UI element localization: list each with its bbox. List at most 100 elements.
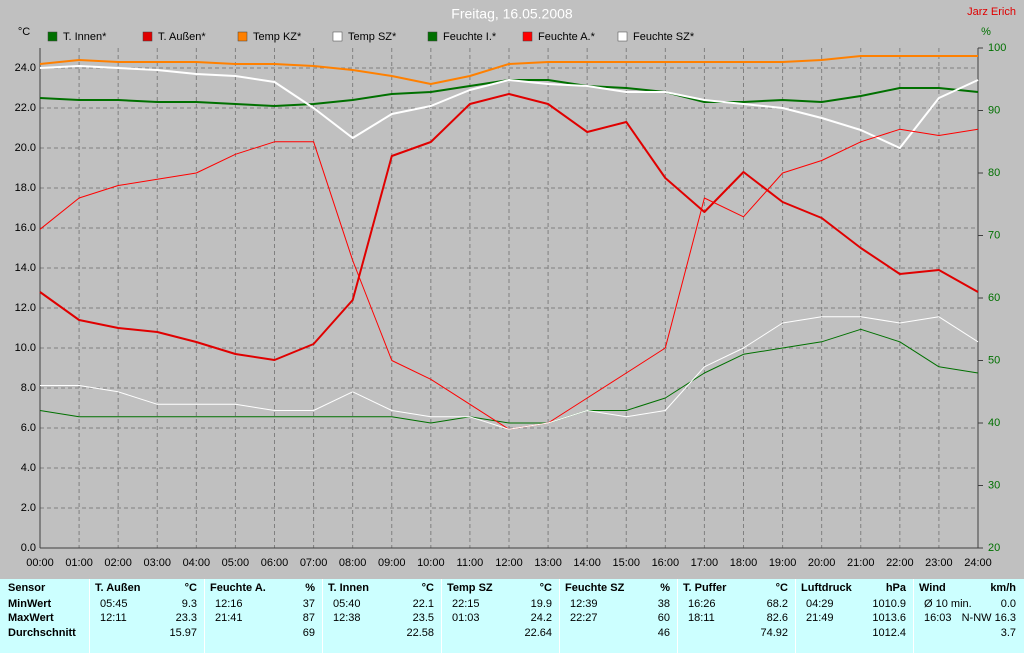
min-value: 9.3: [181, 598, 197, 610]
legend-swatch: [142, 31, 153, 42]
avg-value: 22.58: [406, 627, 434, 639]
column-separator: [441, 579, 442, 653]
legend-swatch: [617, 31, 628, 42]
group-name: Temp SZ: [447, 582, 493, 594]
author: Jarz Erich: [967, 6, 1016, 18]
group-name: Luftdruck: [801, 582, 852, 594]
row-label: Durchschnitt: [8, 627, 76, 639]
group-unit: °C: [421, 582, 434, 594]
avg-value: 46: [657, 627, 670, 639]
y-tick-label: 6.0: [21, 422, 36, 434]
min-time: 05:40: [333, 598, 361, 610]
group-name: Feuchte SZ: [565, 582, 625, 594]
x-tick-label: 15:00: [612, 557, 640, 569]
max-time: 18:11: [688, 612, 715, 624]
max-time: 01:03: [452, 612, 480, 624]
column-separator: [795, 579, 796, 653]
max-time: 22:27: [570, 612, 598, 624]
max-time: 12:38: [333, 612, 361, 624]
x-tick-label: 01:00: [65, 557, 93, 569]
x-tick-label: 17:00: [691, 557, 719, 569]
row-label: MaxWert: [8, 612, 54, 624]
y2-tick-label: 50: [988, 354, 1000, 366]
x-tick-label: 18:00: [730, 557, 758, 569]
legend-swatch: [47, 31, 58, 42]
legend-swatch: [332, 31, 343, 42]
x-tick-label: 20:00: [808, 557, 836, 569]
x-tick-label: 05:00: [222, 557, 250, 569]
legend-label: Temp KZ*: [253, 31, 302, 43]
max-time: 12:11: [100, 612, 127, 624]
y-tick-label: 16.0: [15, 222, 36, 234]
group-name: T. Außen: [95, 582, 141, 594]
legend-label: Feuchte A.*: [538, 31, 596, 43]
column-separator: [322, 579, 323, 653]
column-separator: [913, 579, 914, 653]
x-tick-label: 00:00: [26, 557, 54, 569]
y-tick-label: 0.0: [21, 542, 36, 554]
group-name: T. Innen: [328, 582, 369, 594]
x-tick-label: 07:00: [300, 557, 328, 569]
y-tick-label: 2.0: [21, 502, 36, 514]
min-value: 0.0: [1000, 598, 1016, 610]
min-value: 22.1: [412, 598, 434, 610]
min-time: 05:45: [100, 598, 128, 610]
min-time: 12:39: [570, 598, 598, 610]
x-tick-label: 02:00: [104, 557, 132, 569]
y-tick-label: 8.0: [21, 382, 36, 394]
group-unit: hPa: [885, 582, 906, 594]
group-unit: °C: [184, 582, 197, 594]
y2-tick-label: 40: [988, 417, 1000, 429]
max-value: 82.6: [766, 612, 788, 624]
legend-label: T. Innen*: [63, 31, 107, 43]
max-time: 16:03: [924, 612, 952, 624]
avg-value: 74.92: [760, 627, 788, 639]
group-unit: °C: [539, 582, 552, 594]
legend-label: Feuchte I.*: [443, 31, 497, 43]
legend-label: Feuchte SZ*: [633, 31, 695, 43]
y2-tick-label: 20: [988, 542, 1000, 554]
group-unit: %: [305, 582, 315, 594]
x-tick-label: 11:00: [457, 557, 484, 569]
max-value: 60: [657, 612, 670, 624]
max-value: 23.3: [175, 612, 197, 624]
column-separator: [89, 579, 90, 653]
series-line: [39, 65, 979, 149]
x-tick-label: 12:00: [495, 557, 523, 569]
avg-value: 69: [302, 627, 315, 639]
y-axis-label: °C: [18, 26, 30, 38]
x-tick-label: 06:00: [261, 557, 289, 569]
y-tick-label: 10.0: [15, 342, 36, 354]
y-tick-label: 22.0: [15, 102, 36, 114]
max-value: 24.2: [530, 612, 552, 624]
legend-swatch: [237, 31, 248, 42]
x-tick-label: 21:00: [847, 557, 875, 569]
group-unit: °C: [775, 582, 788, 594]
min-value: 19.9: [530, 598, 552, 610]
y2-tick-label: 70: [988, 229, 1000, 241]
x-tick-label: 13:00: [534, 557, 562, 569]
max-time: 21:41: [215, 612, 243, 624]
y-tick-label: 18.0: [15, 182, 36, 194]
y2-tick-label: 90: [988, 104, 1000, 116]
y-tick-label: 14.0: [15, 262, 36, 274]
series-line: [39, 93, 979, 361]
y2-tick-label: 80: [988, 167, 1000, 179]
y-tick-label: 4.0: [21, 462, 36, 474]
min-value: 68.2: [766, 598, 788, 610]
legend-swatch: [522, 31, 533, 42]
max-value: 1013.6: [872, 612, 906, 624]
x-tick-label: 23:00: [925, 557, 953, 569]
row-label: MinWert: [8, 598, 52, 610]
y2-tick-label: 100: [988, 42, 1006, 54]
min-value: 38: [657, 598, 670, 610]
x-tick-label: 24:00: [964, 557, 992, 569]
avg-value: 22.64: [524, 627, 552, 639]
min-time: 16:26: [688, 598, 716, 610]
avg-value: 3.7: [1000, 627, 1016, 639]
stats-table: Sensor MinWert MaxWert Durchschnitt T. Außen…: [0, 579, 1024, 653]
row-label: Sensor: [8, 582, 46, 594]
max-value: N-NW 16.3: [961, 612, 1016, 624]
column-separator: [677, 579, 678, 653]
group-name: T. Puffer: [683, 582, 727, 594]
